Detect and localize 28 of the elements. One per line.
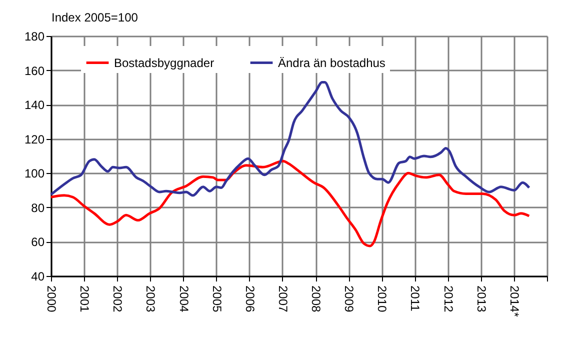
x-tick-label: 2000	[44, 286, 58, 313]
x-tick-label: 2005	[210, 286, 224, 313]
x-tick-label: 2013	[474, 286, 488, 313]
y-tick-label: 120	[24, 132, 45, 146]
x-tick-label: 2001	[78, 286, 92, 313]
x-tick-label: 2002	[110, 286, 125, 313]
x-tick-label: 2014*	[507, 286, 522, 318]
y-tick-label: 100	[24, 166, 45, 181]
y-tick-label: 40	[31, 270, 45, 284]
x-tick-label: 2007	[276, 286, 290, 313]
legend-label: Ändra än bostadhus	[278, 56, 386, 70]
x-tick-label: 2009	[342, 286, 356, 313]
y-axis-title: Index 2005=100	[52, 10, 138, 24]
x-tick-label: 2006	[242, 286, 257, 313]
line-series	[50, 81, 530, 197]
x-tick-label: 2011	[408, 286, 422, 312]
x-tick-label: 2012	[441, 286, 456, 313]
y-tick-label: 60	[31, 235, 45, 250]
y-tick-label: 180	[24, 30, 45, 44]
y-tick-label: 80	[31, 200, 45, 215]
x-tick-label: 2008	[309, 286, 324, 313]
legend-label: Bostadsbyggnader	[114, 56, 214, 70]
x-tick-label: 2004	[176, 286, 191, 313]
y-tick-label: 140	[24, 98, 45, 112]
x-tick-label: 2010	[375, 286, 390, 313]
y-tick-label: 160	[24, 64, 45, 78]
line-series	[50, 160, 530, 248]
x-tick-label: 2003	[144, 286, 158, 313]
